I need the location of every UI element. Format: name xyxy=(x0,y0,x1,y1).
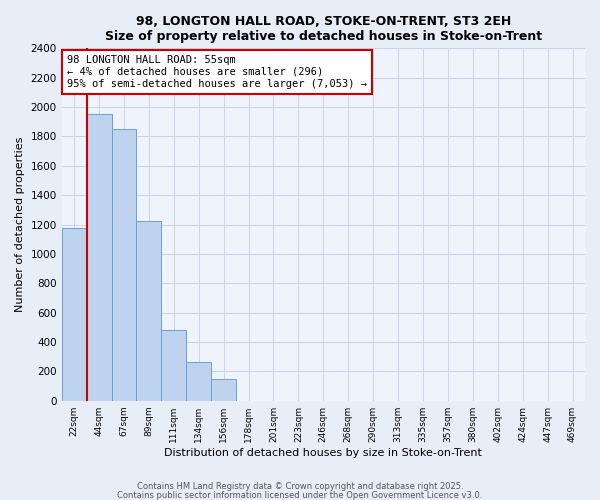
Bar xyxy=(62,228,86,400)
Text: 98 LONGTON HALL ROAD: 55sqm
← 4% of detached houses are smaller (296)
95% of sem: 98 LONGTON HALL ROAD: 55sqm ← 4% of deta… xyxy=(67,56,367,88)
Bar xyxy=(112,129,136,400)
Bar xyxy=(161,330,186,400)
Bar xyxy=(186,362,211,401)
X-axis label: Distribution of detached houses by size in Stoke-on-Trent: Distribution of detached houses by size … xyxy=(164,448,482,458)
Y-axis label: Number of detached properties: Number of detached properties xyxy=(15,137,25,312)
Bar xyxy=(211,378,236,400)
Text: Contains HM Land Registry data © Crown copyright and database right 2025.: Contains HM Land Registry data © Crown c… xyxy=(137,482,463,491)
Title: 98, LONGTON HALL ROAD, STOKE-ON-TRENT, ST3 2EH
Size of property relative to deta: 98, LONGTON HALL ROAD, STOKE-ON-TRENT, S… xyxy=(105,15,542,43)
Bar xyxy=(86,114,112,401)
Bar xyxy=(136,221,161,400)
Text: Contains public sector information licensed under the Open Government Licence v3: Contains public sector information licen… xyxy=(118,490,482,500)
